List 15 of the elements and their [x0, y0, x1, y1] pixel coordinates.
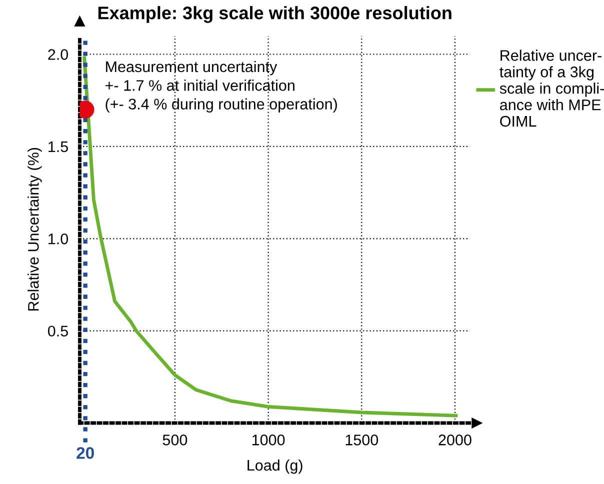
y-tick-label: 1.5: [48, 141, 68, 152]
x-axis-title: Load (g): [248, 459, 302, 474]
ref-line-label: 20: [76, 447, 94, 459]
line-series: [82, 56, 458, 418]
y-tick-label: 2.0: [48, 49, 68, 60]
x-tick-label: 2000: [438, 434, 472, 446]
x-tick-label: 500: [162, 434, 188, 446]
chart-title: Example: 3kg scale with 3000e resolution: [98, 6, 452, 23]
x-tick-label: 1000: [252, 434, 285, 446]
x-tick-label: 1500: [346, 434, 378, 446]
legend-label: Relative uncer- tainty of a 3kg scale in compli- ance with MPE OIML: [500, 50, 604, 127]
annotation: Measurement uncertainty +- 1.7 % at initial verification (+- 3.4 % during routine operation): [106, 60, 337, 113]
y-axis-title: Relative Uncertainty (%): [28, 148, 42, 311]
y-tick-label: 1.0: [48, 234, 68, 244]
y-tick-label: 0.5: [48, 326, 68, 337]
